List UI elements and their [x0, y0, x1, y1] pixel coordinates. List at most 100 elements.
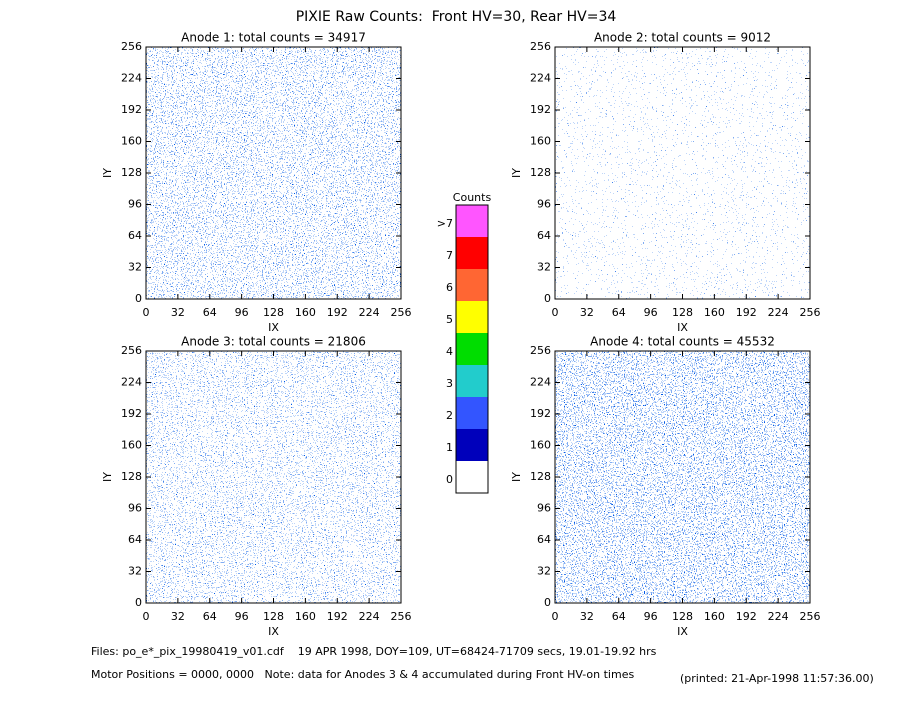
x-tick-label: 0: [143, 306, 150, 319]
colorbar-cell: [456, 429, 488, 461]
x-tick-label: 32: [580, 610, 594, 623]
y-axis-label: IY: [101, 472, 114, 482]
colorbar-label: 7: [446, 249, 453, 262]
x-tick-label: 32: [171, 610, 185, 623]
y-tick-label: 224: [121, 376, 142, 389]
colorbar-label: 6: [446, 281, 453, 294]
y-tick-label: 128: [530, 166, 551, 179]
count-texture: [146, 351, 401, 603]
y-tick-label: 192: [121, 407, 142, 420]
y-tick-label: 224: [121, 72, 142, 85]
x-tick-label: 224: [359, 610, 380, 623]
x-tick-label: 160: [295, 610, 316, 623]
x-tick-label: 224: [768, 610, 789, 623]
y-tick-label: 0: [135, 596, 142, 609]
y-tick-label: 160: [121, 439, 142, 452]
footer-files: Files: po_e*_pix_19980419_v01.cdf 19 APR…: [91, 645, 657, 658]
y-tick-label: 96: [128, 502, 142, 515]
x-tick-label: 96: [235, 306, 249, 319]
y-tick-label: 128: [121, 470, 142, 483]
footer-motor: Motor Positions = 0000, 0000 Note: data …: [91, 668, 634, 681]
colorbar-cell: [456, 237, 488, 269]
x-tick-label: 192: [327, 306, 348, 319]
y-tick-label: 224: [530, 376, 551, 389]
x-tick-label: 256: [800, 306, 821, 319]
colorbar-cell: [456, 205, 488, 237]
y-axis-label: IY: [101, 168, 114, 178]
y-tick-label: 64: [537, 533, 551, 546]
x-tick-label: 64: [612, 306, 626, 319]
count-texture: [146, 47, 401, 299]
x-tick-label: 256: [800, 610, 821, 623]
y-axis-label: IY: [510, 168, 523, 178]
y-tick-label: 0: [135, 292, 142, 305]
page-title: PIXIE Raw Counts: Front HV=30, Rear HV=3…: [296, 9, 617, 25]
panel-title: Anode 2: total counts = 9012: [594, 31, 771, 45]
x-tick-label: 160: [704, 610, 725, 623]
y-axis-label: IY: [510, 472, 523, 482]
y-tick-label: 0: [544, 596, 551, 609]
x-tick-label: 224: [768, 306, 789, 319]
y-tick-label: 96: [537, 198, 551, 211]
y-tick-label: 0: [544, 292, 551, 305]
colorbar-cell: [456, 301, 488, 333]
y-tick-label: 256: [121, 344, 142, 357]
y-tick-label: 192: [530, 103, 551, 116]
colorbar-cell: [456, 397, 488, 429]
x-axis-label: IX: [677, 321, 688, 334]
x-axis-label: IX: [677, 625, 688, 638]
x-tick-label: 64: [203, 306, 217, 319]
colorbar-label: 4: [446, 345, 453, 358]
colorbar-cell: [456, 269, 488, 301]
x-tick-label: 96: [644, 610, 658, 623]
colorbar-label: 2: [446, 409, 453, 422]
y-tick-label: 192: [121, 103, 142, 116]
x-tick-label: 0: [143, 610, 150, 623]
x-tick-label: 32: [580, 306, 594, 319]
x-tick-label: 128: [263, 610, 284, 623]
colorbar-cell: [456, 333, 488, 365]
colorbar-label: 1: [446, 441, 453, 454]
panel-title: Anode 4: total counts = 45532: [590, 335, 775, 349]
y-tick-label: 160: [530, 135, 551, 148]
panel-title: Anode 1: total counts = 34917: [181, 31, 366, 45]
x-tick-label: 96: [644, 306, 658, 319]
y-tick-label: 32: [537, 261, 551, 274]
x-tick-label: 256: [391, 610, 412, 623]
colorbar-label: 5: [446, 313, 453, 326]
y-tick-label: 160: [530, 439, 551, 452]
count-texture: [555, 351, 810, 603]
y-tick-label: 32: [128, 565, 142, 578]
colorbar-label: >7: [437, 217, 453, 230]
y-tick-label: 128: [530, 470, 551, 483]
x-tick-label: 128: [263, 306, 284, 319]
y-tick-label: 64: [128, 229, 142, 242]
x-axis-label: IX: [268, 625, 279, 638]
colorbar-cell: [456, 365, 488, 397]
y-tick-label: 64: [537, 229, 551, 242]
y-tick-label: 32: [128, 261, 142, 274]
colorbar-label: 3: [446, 377, 453, 390]
x-tick-label: 96: [235, 610, 249, 623]
x-tick-label: 224: [359, 306, 380, 319]
x-tick-label: 64: [612, 610, 626, 623]
footer-printed: (printed: 21-Apr-1998 11:57:36.00): [680, 672, 874, 685]
x-tick-label: 32: [171, 306, 185, 319]
x-tick-label: 64: [203, 610, 217, 623]
colorbar-frame: [455, 204, 489, 494]
y-tick-label: 96: [128, 198, 142, 211]
y-tick-label: 96: [537, 502, 551, 515]
x-tick-label: 192: [736, 610, 757, 623]
count-texture: [555, 47, 810, 299]
panel-title: Anode 3: total counts = 21806: [181, 335, 366, 349]
x-tick-label: 160: [295, 306, 316, 319]
x-tick-label: 192: [736, 306, 757, 319]
colorbar-title: Counts: [453, 191, 492, 204]
x-tick-label: 0: [552, 306, 559, 319]
colorbar-cell: [456, 461, 488, 493]
y-tick-label: 256: [530, 344, 551, 357]
y-tick-label: 32: [537, 565, 551, 578]
y-tick-label: 256: [530, 40, 551, 53]
x-tick-label: 0: [552, 610, 559, 623]
